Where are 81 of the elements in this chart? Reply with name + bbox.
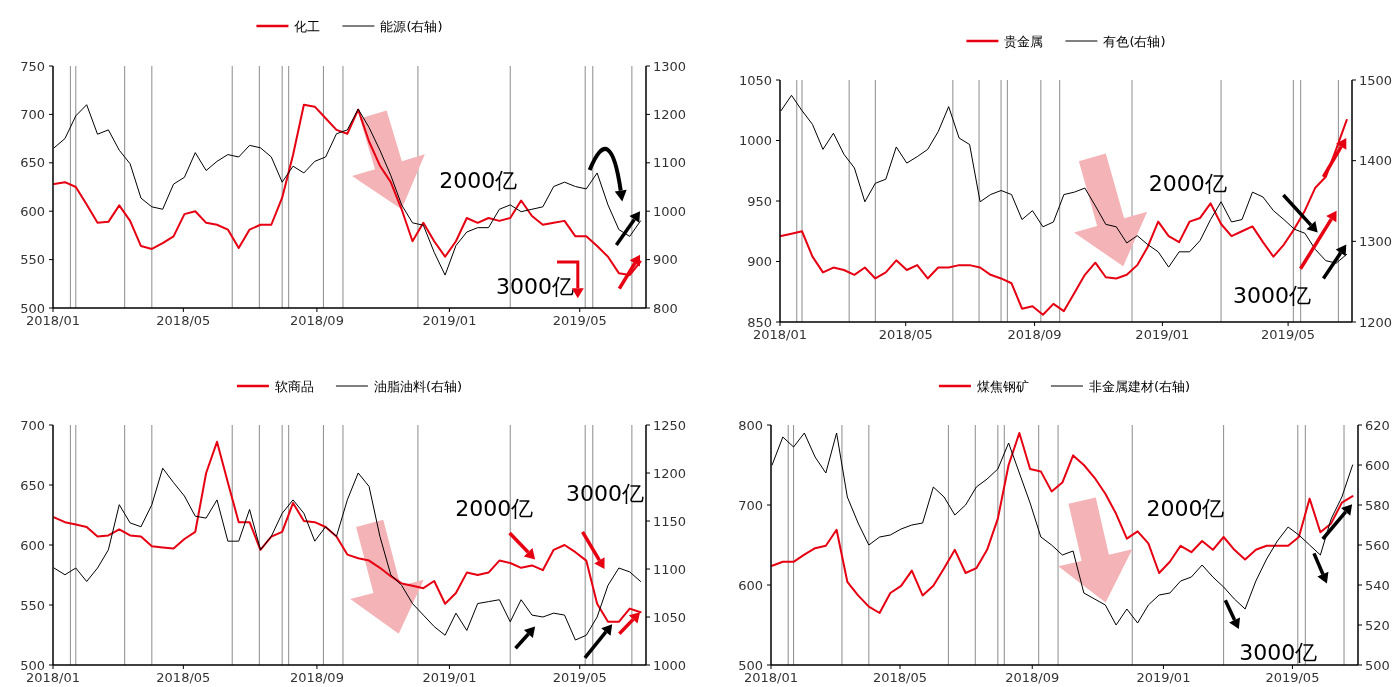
y2-tick-label: 900 <box>653 252 678 268</box>
y2-tick-label: 1200 <box>1359 314 1393 330</box>
y2-tick-label: 1250 <box>653 417 687 433</box>
y-tick-label: 700 <box>20 417 45 433</box>
y-tick-label: 500 <box>20 300 45 316</box>
x-tick-label: 2018/05 <box>156 670 211 685</box>
y2-tick-label: 1050 <box>653 609 687 625</box>
y2-tick-label: 600 <box>1365 457 1390 473</box>
x-tick-label: 2018/01 <box>743 670 799 685</box>
x-tick-label: 2019/01 <box>422 670 477 685</box>
x-tick-label: 2018/01 <box>25 670 81 685</box>
y2-tick-label: 1000 <box>653 657 687 673</box>
y-tick-label: 850 <box>747 314 772 330</box>
legend-label: 贵金属 <box>1004 34 1044 49</box>
x-tick-label: 2018/05 <box>156 313 211 328</box>
x-tick-label: 2019/05 <box>1265 670 1320 685</box>
y2-tick-label: 1300 <box>653 58 687 74</box>
y-tick-label: 750 <box>20 58 45 74</box>
x-tick-label: 2018/05 <box>878 327 933 342</box>
y-tick-label: 600 <box>20 203 45 219</box>
y-tick-label: 950 <box>747 193 772 209</box>
x-tick-label: 2019/01 <box>1135 327 1190 342</box>
x-tick-label: 2018/09 <box>1005 670 1060 685</box>
legend-label: 能源(右轴) <box>380 19 443 34</box>
x-tick-label: 2018/09 <box>289 670 344 685</box>
y2-tick-label: 1500 <box>1359 72 1393 88</box>
y2-tick-label: 1100 <box>653 561 687 577</box>
y2-tick-label: 1150 <box>653 513 687 529</box>
x-tick-label: 2019/01 <box>422 313 477 328</box>
y2-tick-label: 540 <box>1365 577 1390 593</box>
annotation: 2000亿 <box>1146 496 1225 522</box>
y-tick-label: 600 <box>20 537 45 553</box>
annotation: 2000亿 <box>439 167 518 193</box>
y-tick-label: 700 <box>738 497 763 513</box>
x-tick-label: 2018/09 <box>289 313 344 328</box>
y-tick-label: 500 <box>20 657 45 673</box>
y2-tick-label: 1200 <box>653 465 687 481</box>
y2-tick-label: 500 <box>1365 657 1390 673</box>
y2-tick-label: 1400 <box>1359 153 1393 169</box>
line-series <box>780 118 1348 316</box>
y-tick-label: 600 <box>738 577 763 593</box>
legend-label: 有色(右轴) <box>1103 34 1166 49</box>
y2-tick-label: 1100 <box>653 155 687 171</box>
y2-tick-label: 1000 <box>653 203 687 219</box>
y2-tick-label: 560 <box>1365 537 1390 553</box>
annotation: 3000亿 <box>496 274 575 300</box>
y2-tick-label: 520 <box>1365 617 1390 633</box>
x-tick-label: 2018/01 <box>25 313 81 328</box>
legend-label: 非金属建材(右轴) <box>1088 379 1191 394</box>
x-tick-label: 2019/01 <box>1136 670 1191 685</box>
y-tick-label: 900 <box>747 254 772 269</box>
y-tick-label: 550 <box>20 252 45 268</box>
y-tick-label: 550 <box>20 597 45 613</box>
y-tick-label: 500 <box>738 657 763 673</box>
y-tick-label: 700 <box>20 106 45 122</box>
line-series <box>53 440 642 623</box>
x-tick-label: 2019/05 <box>552 313 607 328</box>
x-tick-label: 2018/01 <box>752 327 808 342</box>
y-tick-label: 650 <box>20 477 45 493</box>
y-tick-label: 800 <box>738 417 763 433</box>
annotation: 3000亿 <box>1239 639 1318 665</box>
y-tick-label: 1000 <box>738 133 772 148</box>
annotation: 2000亿 <box>1148 170 1227 196</box>
y2-tick-label: 580 <box>1365 497 1390 513</box>
y2-tick-label: 620 <box>1365 417 1390 433</box>
annotation: 2000亿 <box>455 496 534 522</box>
x-tick-label: 2019/05 <box>552 670 607 685</box>
x-tick-label: 2018/09 <box>1007 327 1062 342</box>
y2-tick-label: 1200 <box>653 106 687 122</box>
legend-label: 煤焦钢矿 <box>976 379 1029 394</box>
legend-label: 化工 <box>294 19 321 34</box>
annotation: 3000亿 <box>566 481 645 507</box>
legend-label: 油脂油料(右轴) <box>373 379 463 394</box>
x-tick-label: 2019/05 <box>1261 327 1316 342</box>
x-tick-label: 2018/05 <box>873 670 928 685</box>
y2-tick-label: 800 <box>653 300 678 316</box>
legend-label: 软商品 <box>274 379 314 394</box>
annotation: 3000亿 <box>1232 282 1311 308</box>
y-tick-label: 650 <box>20 155 45 171</box>
y-tick-label: 1050 <box>738 72 772 88</box>
y2-tick-label: 1300 <box>1359 233 1393 249</box>
